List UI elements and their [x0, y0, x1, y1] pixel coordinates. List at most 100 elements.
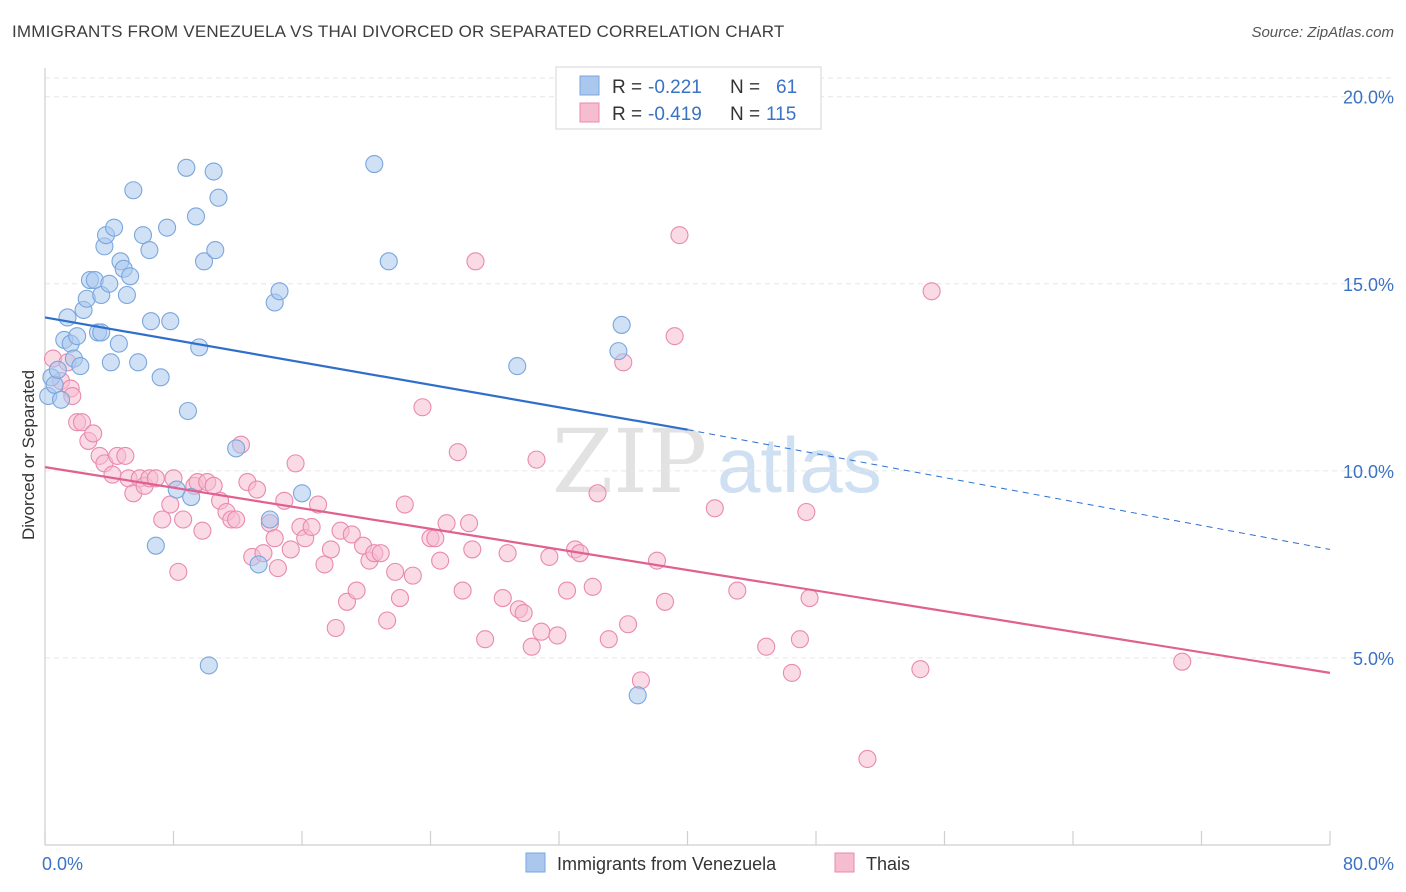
venezuela-point: [260, 510, 279, 529]
venezuela-point: [178, 401, 198, 421]
thais-point: [670, 226, 689, 245]
thais-point: [169, 562, 188, 581]
thais-point: [72, 413, 91, 432]
thais-point: [548, 626, 567, 645]
thais-point: [193, 521, 212, 540]
stats-swatch-blue: [579, 75, 600, 96]
thais-point: [619, 615, 638, 634]
thais-point: [103, 465, 122, 484]
venezuela-point: [140, 241, 159, 260]
thais-point: [463, 540, 482, 559]
thais-point: [265, 529, 284, 548]
thais-point: [378, 611, 397, 630]
venezuela-point: [270, 282, 289, 301]
venezuela-point: [609, 342, 628, 361]
thais-point: [782, 663, 801, 682]
thais-point: [281, 540, 300, 559]
thais-point: [466, 252, 485, 271]
thais-point: [705, 499, 724, 518]
thais-point: [527, 450, 546, 469]
tick-labels: 5.0% 10.0% 15.0% 20.0% 0.0% 80.0%: [42, 88, 1394, 874]
thais-point: [386, 562, 405, 581]
venezuela-point: [141, 312, 161, 331]
legend-label-thais: Thais: [866, 854, 910, 874]
legend-label-venezuela: Immigrants from Venezuela: [557, 854, 777, 874]
watermark-zip: ZIP: [552, 410, 707, 513]
thais-point: [326, 618, 345, 638]
thais-point: [557, 581, 577, 600]
venezuela-point: [100, 274, 119, 293]
thais-point: [1173, 652, 1192, 671]
watermark-atlas: atlas: [717, 421, 882, 509]
venezuela-point: [186, 207, 206, 226]
thais-point: [321, 540, 340, 559]
venezuela-point: [52, 390, 71, 409]
venezuela-point: [628, 686, 647, 705]
stats-box-frame: [555, 66, 822, 130]
gridlines: [45, 77, 1395, 659]
venezuela-point: [379, 252, 398, 271]
thais-point: [315, 555, 334, 574]
venezuela-point: [194, 252, 214, 271]
thais-point: [268, 559, 287, 578]
thais-point: [922, 282, 941, 301]
venezuela-point: [206, 241, 225, 260]
x-tick-label: 80.0%: [1343, 854, 1394, 874]
venezuela-point: [101, 353, 120, 372]
thais-point: [431, 551, 450, 570]
venezuela-point: [365, 155, 384, 174]
trendlines: [44, 316, 1331, 674]
thais-point: [532, 622, 551, 641]
thais-point: [426, 529, 445, 548]
trendline-thais: [44, 466, 1331, 674]
y-tick-label: 20.0%: [1343, 88, 1394, 108]
thais-point: [728, 581, 747, 600]
stats-n-label-2: N =: [730, 104, 760, 125]
thais-point: [540, 547, 559, 566]
thais-point: [161, 495, 180, 514]
series-venezuela: [39, 155, 647, 705]
thais-point: [247, 480, 267, 499]
venezuela-point: [227, 439, 246, 458]
thais-point: [655, 592, 675, 611]
venezuela-point: [146, 536, 165, 555]
stats-n-label-1: N =: [730, 77, 760, 98]
stats-box: R = -0.221 N = 61 R = -0.419 N = 115: [555, 66, 822, 130]
thais-point: [493, 589, 512, 608]
venezuela-point: [121, 267, 140, 286]
stats-n-value-1: 61: [776, 77, 797, 98]
thais-point: [800, 589, 819, 608]
thais-point: [84, 424, 103, 443]
venezuela-point: [71, 357, 90, 376]
thais-point: [146, 469, 165, 488]
axes: [44, 68, 1331, 846]
thais-point: [631, 671, 650, 690]
thais-point: [174, 510, 193, 529]
venezuela-point: [109, 334, 128, 353]
venezuela-point: [129, 353, 148, 372]
stats-n-value-2: 115: [766, 104, 796, 125]
y-tick-label: 5.0%: [1353, 649, 1394, 669]
venezuela-point: [209, 188, 228, 207]
legend-swatch-venezuela: [525, 852, 546, 873]
thais-point: [757, 637, 776, 656]
thais-point: [514, 603, 533, 623]
venezuela-point: [190, 338, 209, 357]
thais-point: [448, 443, 467, 462]
venezuela-point: [612, 315, 631, 334]
thais-point: [522, 637, 541, 656]
stats-r-label-1: R =: [612, 77, 642, 98]
thais-point: [302, 517, 321, 537]
thais-point: [790, 630, 809, 649]
thais-point: [403, 566, 422, 585]
thais-point: [599, 630, 618, 649]
thais-point: [116, 446, 135, 465]
y-tick-label: 10.0%: [1343, 462, 1394, 482]
thais-point: [858, 749, 877, 768]
thais-point: [476, 630, 495, 649]
stats-swatch-pink: [579, 102, 600, 123]
venezuela-point: [177, 158, 196, 177]
stats-r-label-2: R =: [612, 104, 642, 125]
venezuela-point: [158, 218, 177, 237]
